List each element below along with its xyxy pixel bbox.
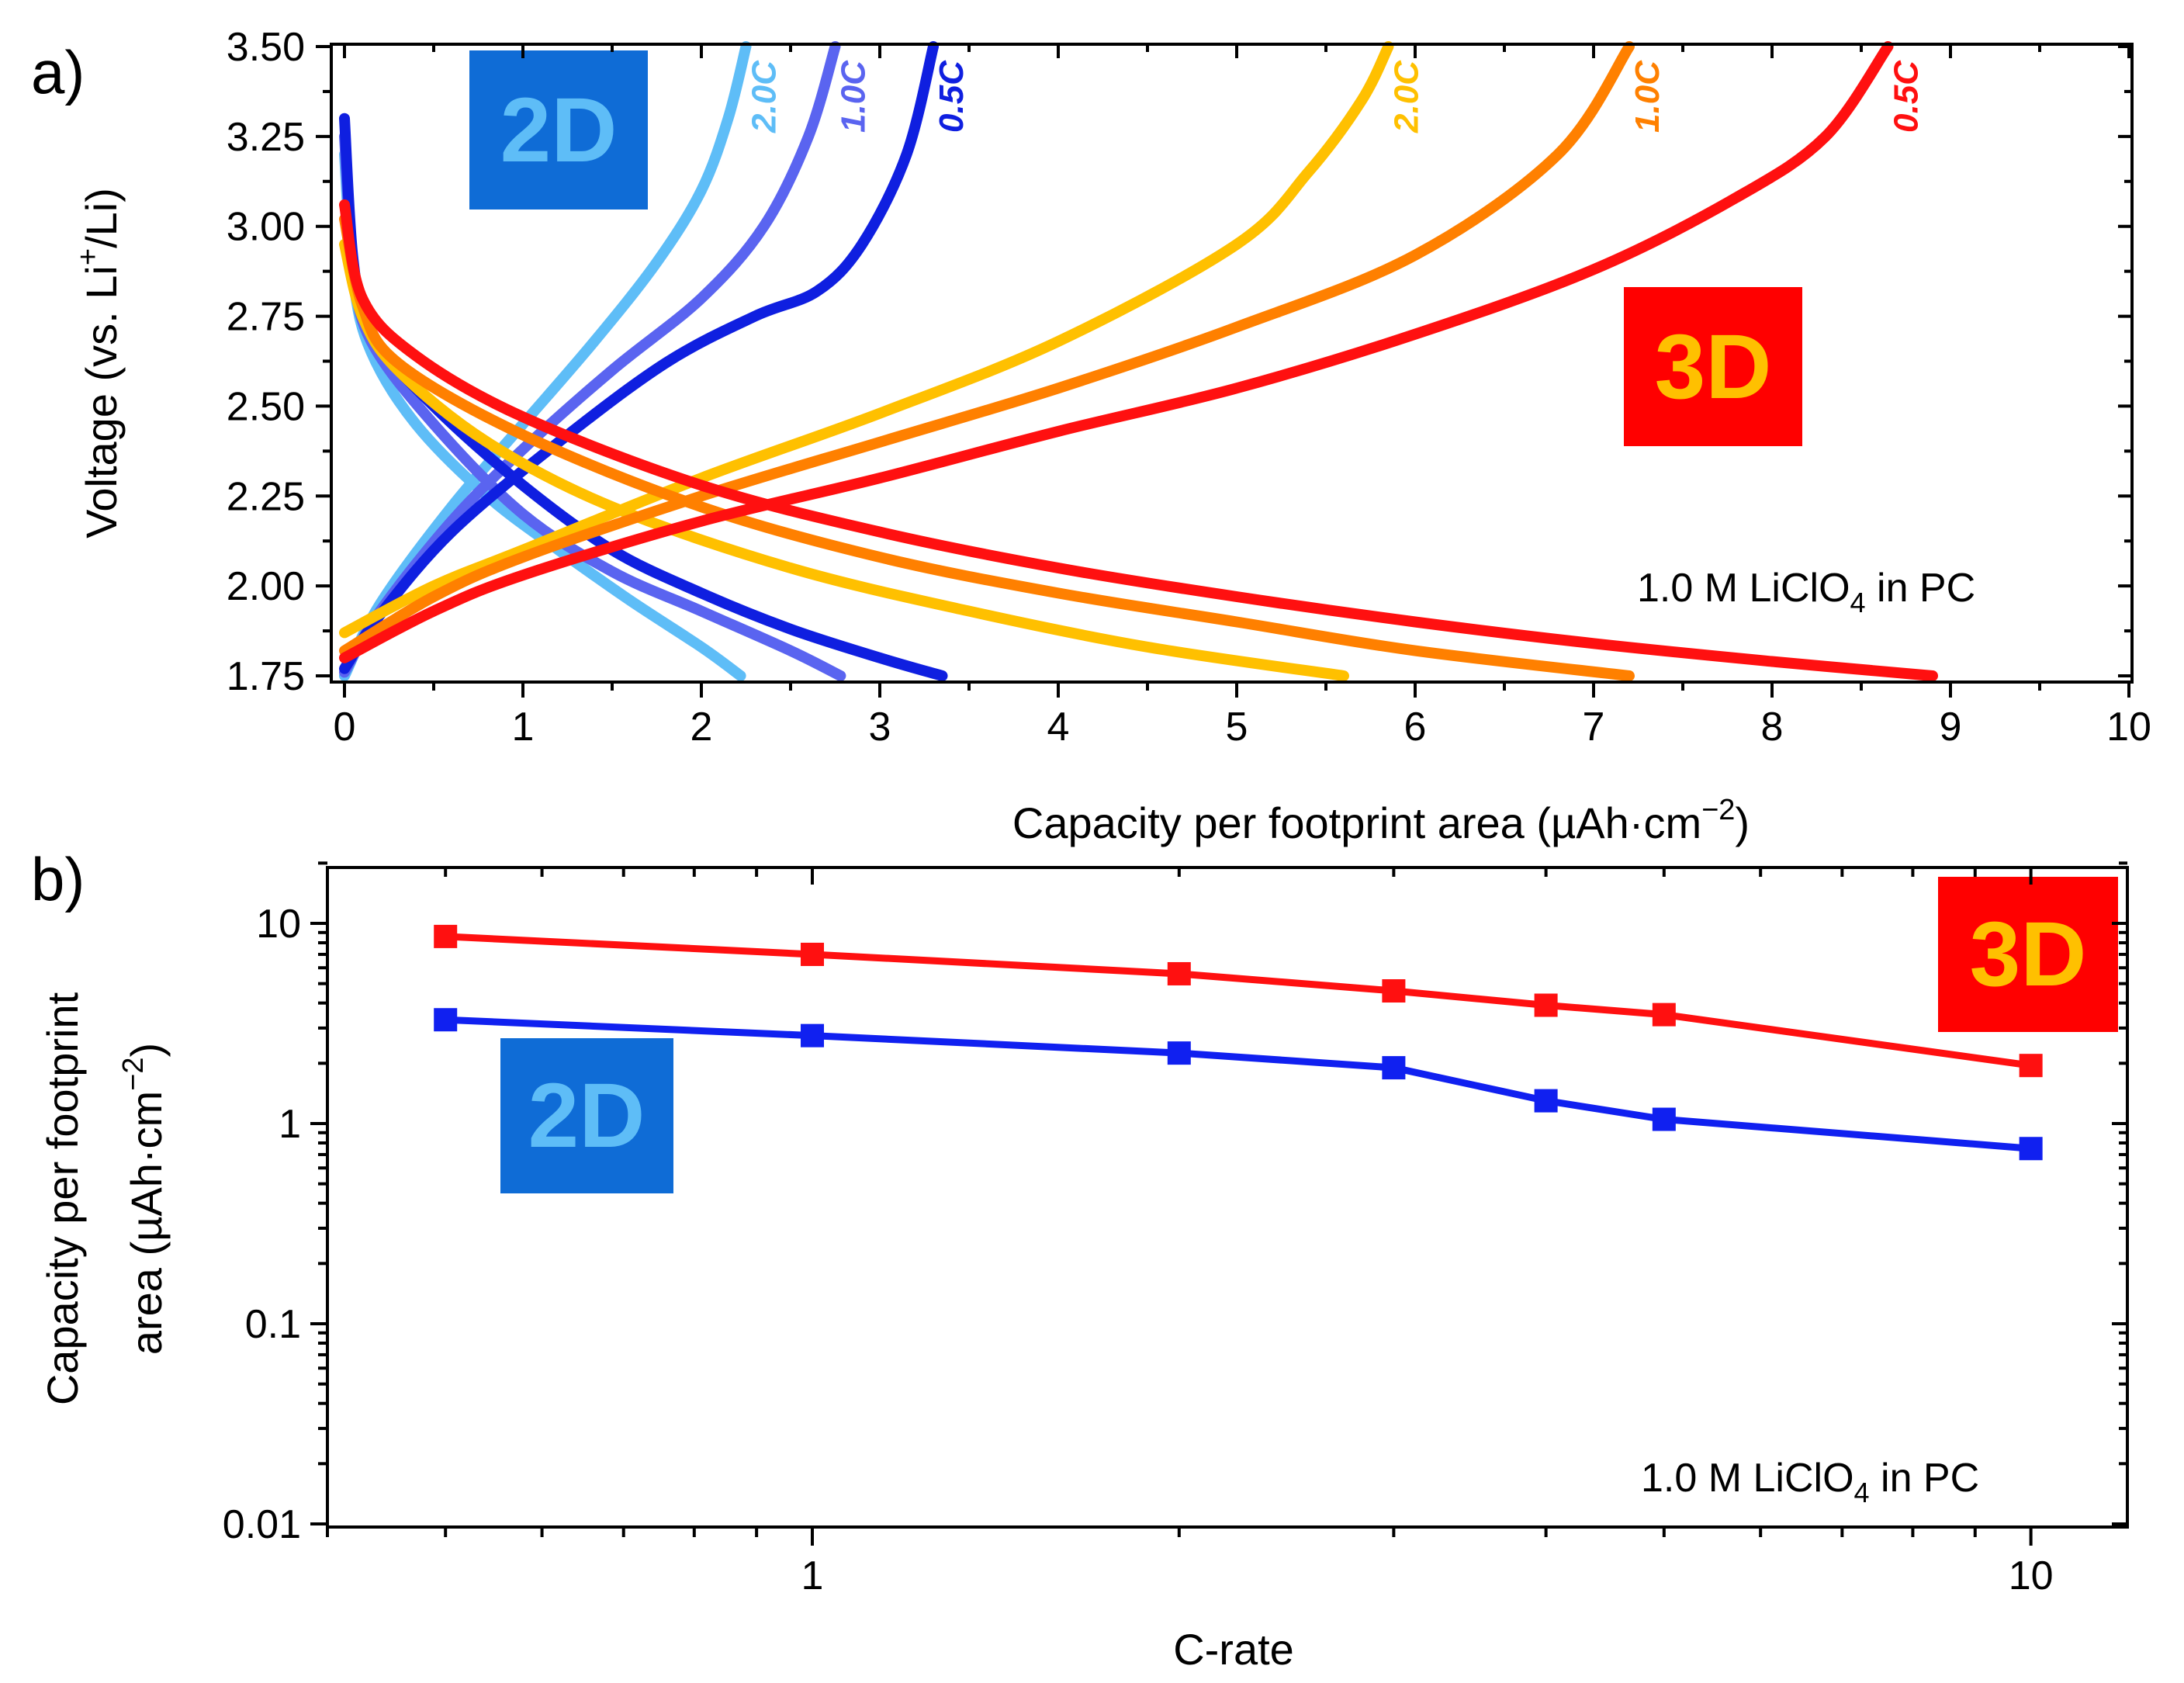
curve-rate-label: 2.0C	[746, 60, 784, 133]
data-point-3D	[801, 942, 825, 966]
curve-rate-label: 1.0C	[1628, 60, 1667, 133]
y-tick-label: 1	[279, 1102, 301, 1147]
data-point-2D	[1534, 1089, 1558, 1113]
panel-b-ylabel-line2: area (µAh·cm−2)	[117, 1043, 171, 1355]
charge-curve-2D-2-0C	[339, 41, 752, 681]
badge-3d-text: 3D	[1970, 903, 2087, 1006]
data-point-3D	[1167, 961, 1191, 985]
panel-a-annotation: 1.0 M LiClO4 in PC	[1637, 566, 1975, 618]
y-tick-label: 3.50	[227, 25, 305, 70]
x-tick-label: 4	[1047, 705, 1070, 750]
x-tick-label: 8	[1761, 705, 1784, 750]
panel-b-badges: 3D 2D	[500, 877, 2118, 1193]
data-point-2D	[1652, 1107, 1676, 1131]
x-tick-label: 2	[691, 705, 713, 750]
curve-rate-label: 0.5C	[933, 60, 971, 133]
charge-curve-3D-1-0C	[339, 41, 1635, 656]
data-point-2D	[1382, 1056, 1406, 1080]
y-tick-label: 3.00	[227, 205, 305, 250]
y-tick-label: 2.50	[227, 384, 305, 429]
badge-3d-box	[1938, 877, 2118, 1032]
panel-a-axes: 0 1 2 3 4 5 6 7 8 9 10 1.75 2.00 2.25 2.50 2.75 3.00 3.25…	[227, 25, 2151, 750]
charge-curve-3D-0-5C	[339, 41, 1894, 663]
x-tick-label: 9	[1940, 705, 1962, 750]
y-tick-label: 2.25	[227, 474, 305, 519]
data-point-2D	[801, 1023, 825, 1048]
badge-3d-box	[1624, 287, 1802, 446]
charge-curve-2D-0-5C	[339, 41, 939, 674]
badge-2d-box	[500, 1038, 673, 1193]
data-point-3D	[1382, 979, 1406, 1003]
curve-rate-label: 0.5C	[1888, 60, 1926, 133]
charge-curve-3D-2-0C	[339, 41, 1394, 639]
x-tick-label: 1	[512, 705, 535, 750]
panel-b-label: b)	[31, 845, 85, 913]
panel-a-xlabel: Capacity per footprint area (µAh·cm−2)	[1012, 794, 1750, 847]
x-tick-label: 3	[869, 705, 891, 750]
y-tick-label: 0.01	[223, 1502, 301, 1547]
panel-b: b) 3D 2D 1 10 0.01 0.1 1 10 1.0 M LiClO4 in PC…	[31, 845, 2129, 1674]
panel-b-frame	[326, 866, 2129, 1529]
x-tick-label: 0	[334, 705, 356, 750]
badge-2d-text: 2D	[500, 79, 618, 182]
x-tick-label: 10	[2106, 705, 2151, 750]
x-tick-label: 6	[1404, 705, 1427, 750]
y-tick-label: 10	[256, 902, 301, 947]
panel-a-badges: 2D 3D	[469, 50, 1802, 446]
data-point-2D	[1167, 1041, 1191, 1065]
panel-a: a) 2.0C 1.0C 0.5C 2.0C 1.0C 0.5C 2D 3D 0 1 2 3 4 5 6…	[31, 25, 2151, 847]
curve-rate-label: 1.0C	[835, 60, 873, 133]
curve-rate-label: 2.0C	[1388, 60, 1426, 133]
panel-b-axes: 1 10 0.01 0.1 1 10	[223, 861, 2127, 1598]
panel-b-data	[434, 924, 2043, 1161]
x-tick-label: 1	[801, 1553, 824, 1598]
panel-a-label: a)	[31, 38, 85, 106]
data-point-3D	[2019, 1054, 2043, 1078]
y-tick-label: 1.75	[227, 654, 305, 699]
x-tick-label: 10	[2009, 1553, 2054, 1598]
y-tick-label: 2.75	[227, 295, 305, 340]
data-point-3D	[434, 924, 458, 948]
panel-b-annotation: 1.0 M LiClO4 in PC	[1641, 1456, 1979, 1508]
discharge-curve-3D-1-0C	[339, 213, 1635, 681]
data-point-2D	[434, 1008, 458, 1032]
panel-a-frame	[330, 43, 2134, 684]
series-line-3D	[445, 933, 2032, 1069]
discharge-curve-3D-0-5C	[339, 199, 1938, 681]
panel-a-ylabel: Voltage (vs. Li+/Li)	[72, 188, 126, 538]
badge-2d-box	[469, 50, 648, 210]
panel-b-ylabel-line1: Capacity per footprint	[38, 992, 87, 1405]
x-tick-label: 5	[1226, 705, 1248, 750]
y-tick-label: 3.25	[227, 115, 305, 160]
data-point-3D	[1534, 993, 1558, 1017]
series-line-2D	[445, 1016, 2031, 1152]
panel-b-xlabel: C-rate	[1173, 1625, 1294, 1674]
data-point-2D	[2019, 1137, 2043, 1161]
data-point-3D	[1652, 1003, 1676, 1027]
y-tick-label: 0.1	[245, 1302, 301, 1347]
badge-2d-text: 2D	[528, 1065, 646, 1167]
x-tick-label: 7	[1583, 705, 1605, 750]
y-tick-label: 2.00	[227, 564, 305, 609]
badge-3d-text: 3D	[1655, 316, 1772, 418]
panel-a-data: 2.0C 1.0C 0.5C 2.0C 1.0C 0.5C	[339, 41, 1938, 681]
